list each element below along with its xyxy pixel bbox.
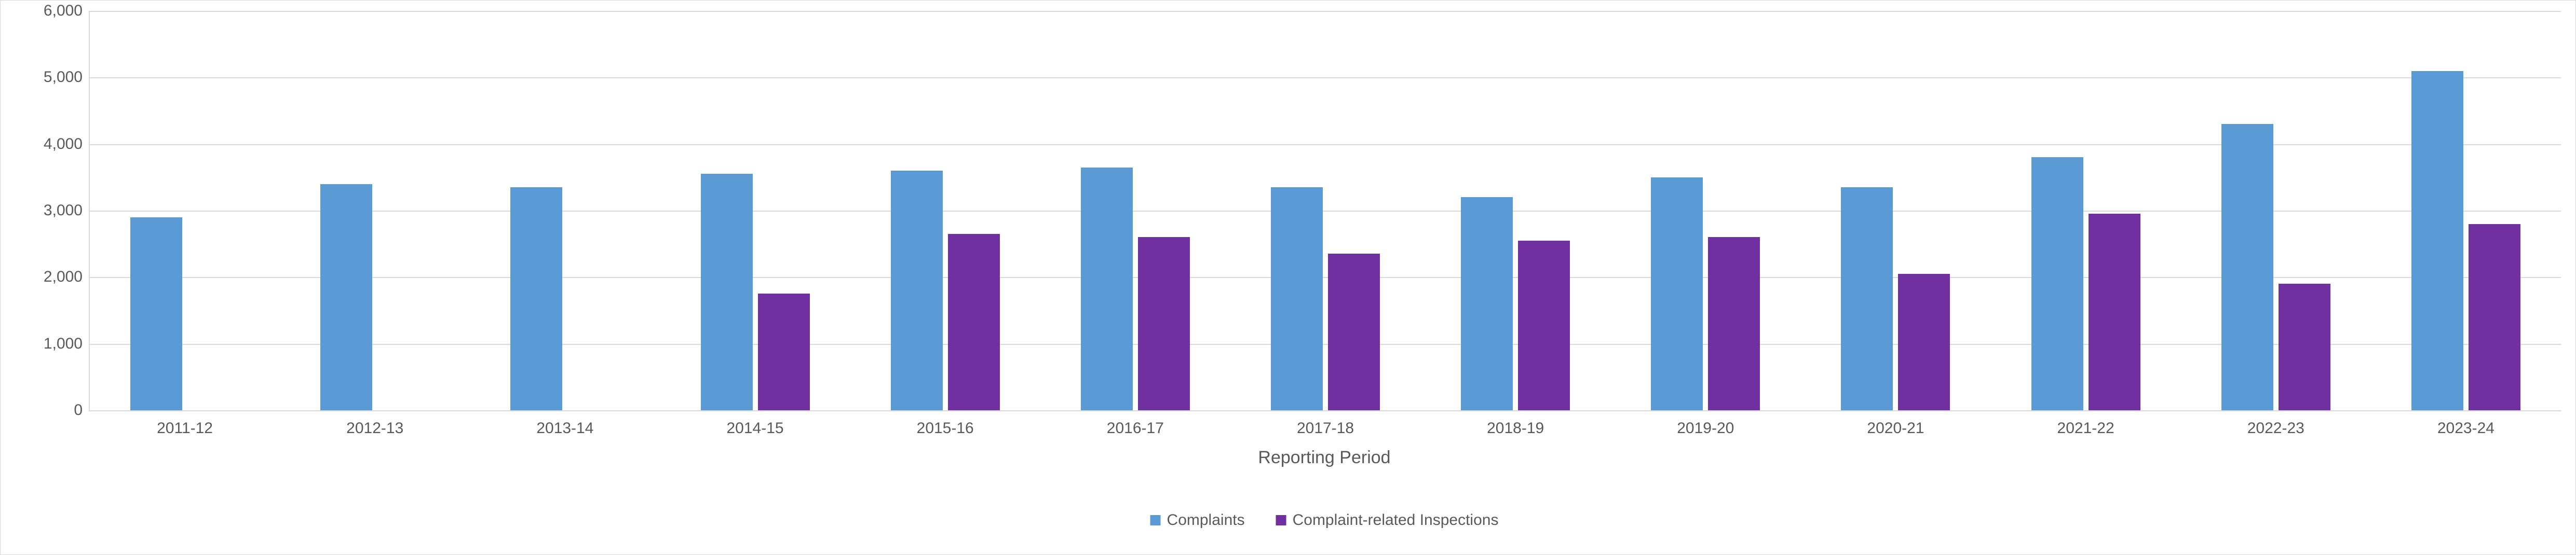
bar [1651,177,1703,410]
x-tick-label: 2019-20 [1677,410,1734,437]
gridline [90,211,2561,212]
bar [2469,224,2520,410]
y-tick-label: 1,000 [44,335,90,353]
bar [891,171,943,410]
bar [510,187,562,410]
plot-area: 01,0002,0003,0004,0005,0006,0002011-1220… [89,11,2561,411]
bar [1841,187,1893,410]
x-axis-title: Reporting Period [1258,448,1390,468]
bar [1328,254,1380,410]
bar [758,294,810,410]
bar [2279,284,2330,410]
bar [2031,157,2083,410]
legend-swatch [1150,515,1161,525]
gridline [90,277,2561,278]
bar [2411,71,2463,411]
bar [701,174,753,410]
bar [1518,241,1570,410]
y-tick-label: 2,000 [44,268,90,286]
legend-item: Complaint-related Inspections [1276,511,1499,529]
bar [320,184,372,410]
bar [2221,124,2273,410]
bar [1898,274,1950,410]
legend-item: Complaints [1150,511,1245,529]
y-tick-label: 3,000 [44,202,90,219]
y-tick-label: 6,000 [44,2,90,20]
gridline [90,144,2561,145]
bar [130,217,182,410]
x-tick-label: 2020-21 [1867,410,1924,437]
x-tick-label: 2013-14 [536,410,593,437]
x-tick-label: 2021-22 [2057,410,2114,437]
gridline [90,344,2561,345]
legend-label: Complaint-related Inspections [1293,511,1499,529]
x-tick-label: 2015-16 [917,410,974,437]
bar [1461,197,1513,410]
x-tick-label: 2023-24 [2437,410,2494,437]
gridline [90,11,2561,12]
x-tick-label: 2016-17 [1107,410,1164,437]
gridline [90,77,2561,78]
bar [2089,214,2140,410]
x-tick-label: 2022-23 [2247,410,2304,437]
bar [948,234,1000,410]
x-tick-label: 2018-19 [1487,410,1544,437]
bar [1271,187,1323,410]
x-tick-label: 2011-12 [157,410,213,437]
bar [1708,237,1760,410]
legend: Complaints Complaint-related Inspections [1150,511,1499,529]
y-tick-label: 5,000 [44,68,90,86]
x-tick-label: 2014-15 [726,410,783,437]
complaints-bar-chart: 0 1,000 2,000 3,000 4,000 5,000 6,000 2011-12 20… [0,0,2576,555]
y-tick-label: 0 [74,401,90,419]
bar [1081,168,1133,410]
x-tick-label: 2017-18 [1297,410,1354,437]
legend-label: Complaints [1167,511,1245,529]
y-tick-label: 4,000 [44,135,90,153]
legend-swatch [1276,515,1286,525]
bar [1138,237,1190,410]
x-tick-label: 2012-13 [346,410,403,437]
